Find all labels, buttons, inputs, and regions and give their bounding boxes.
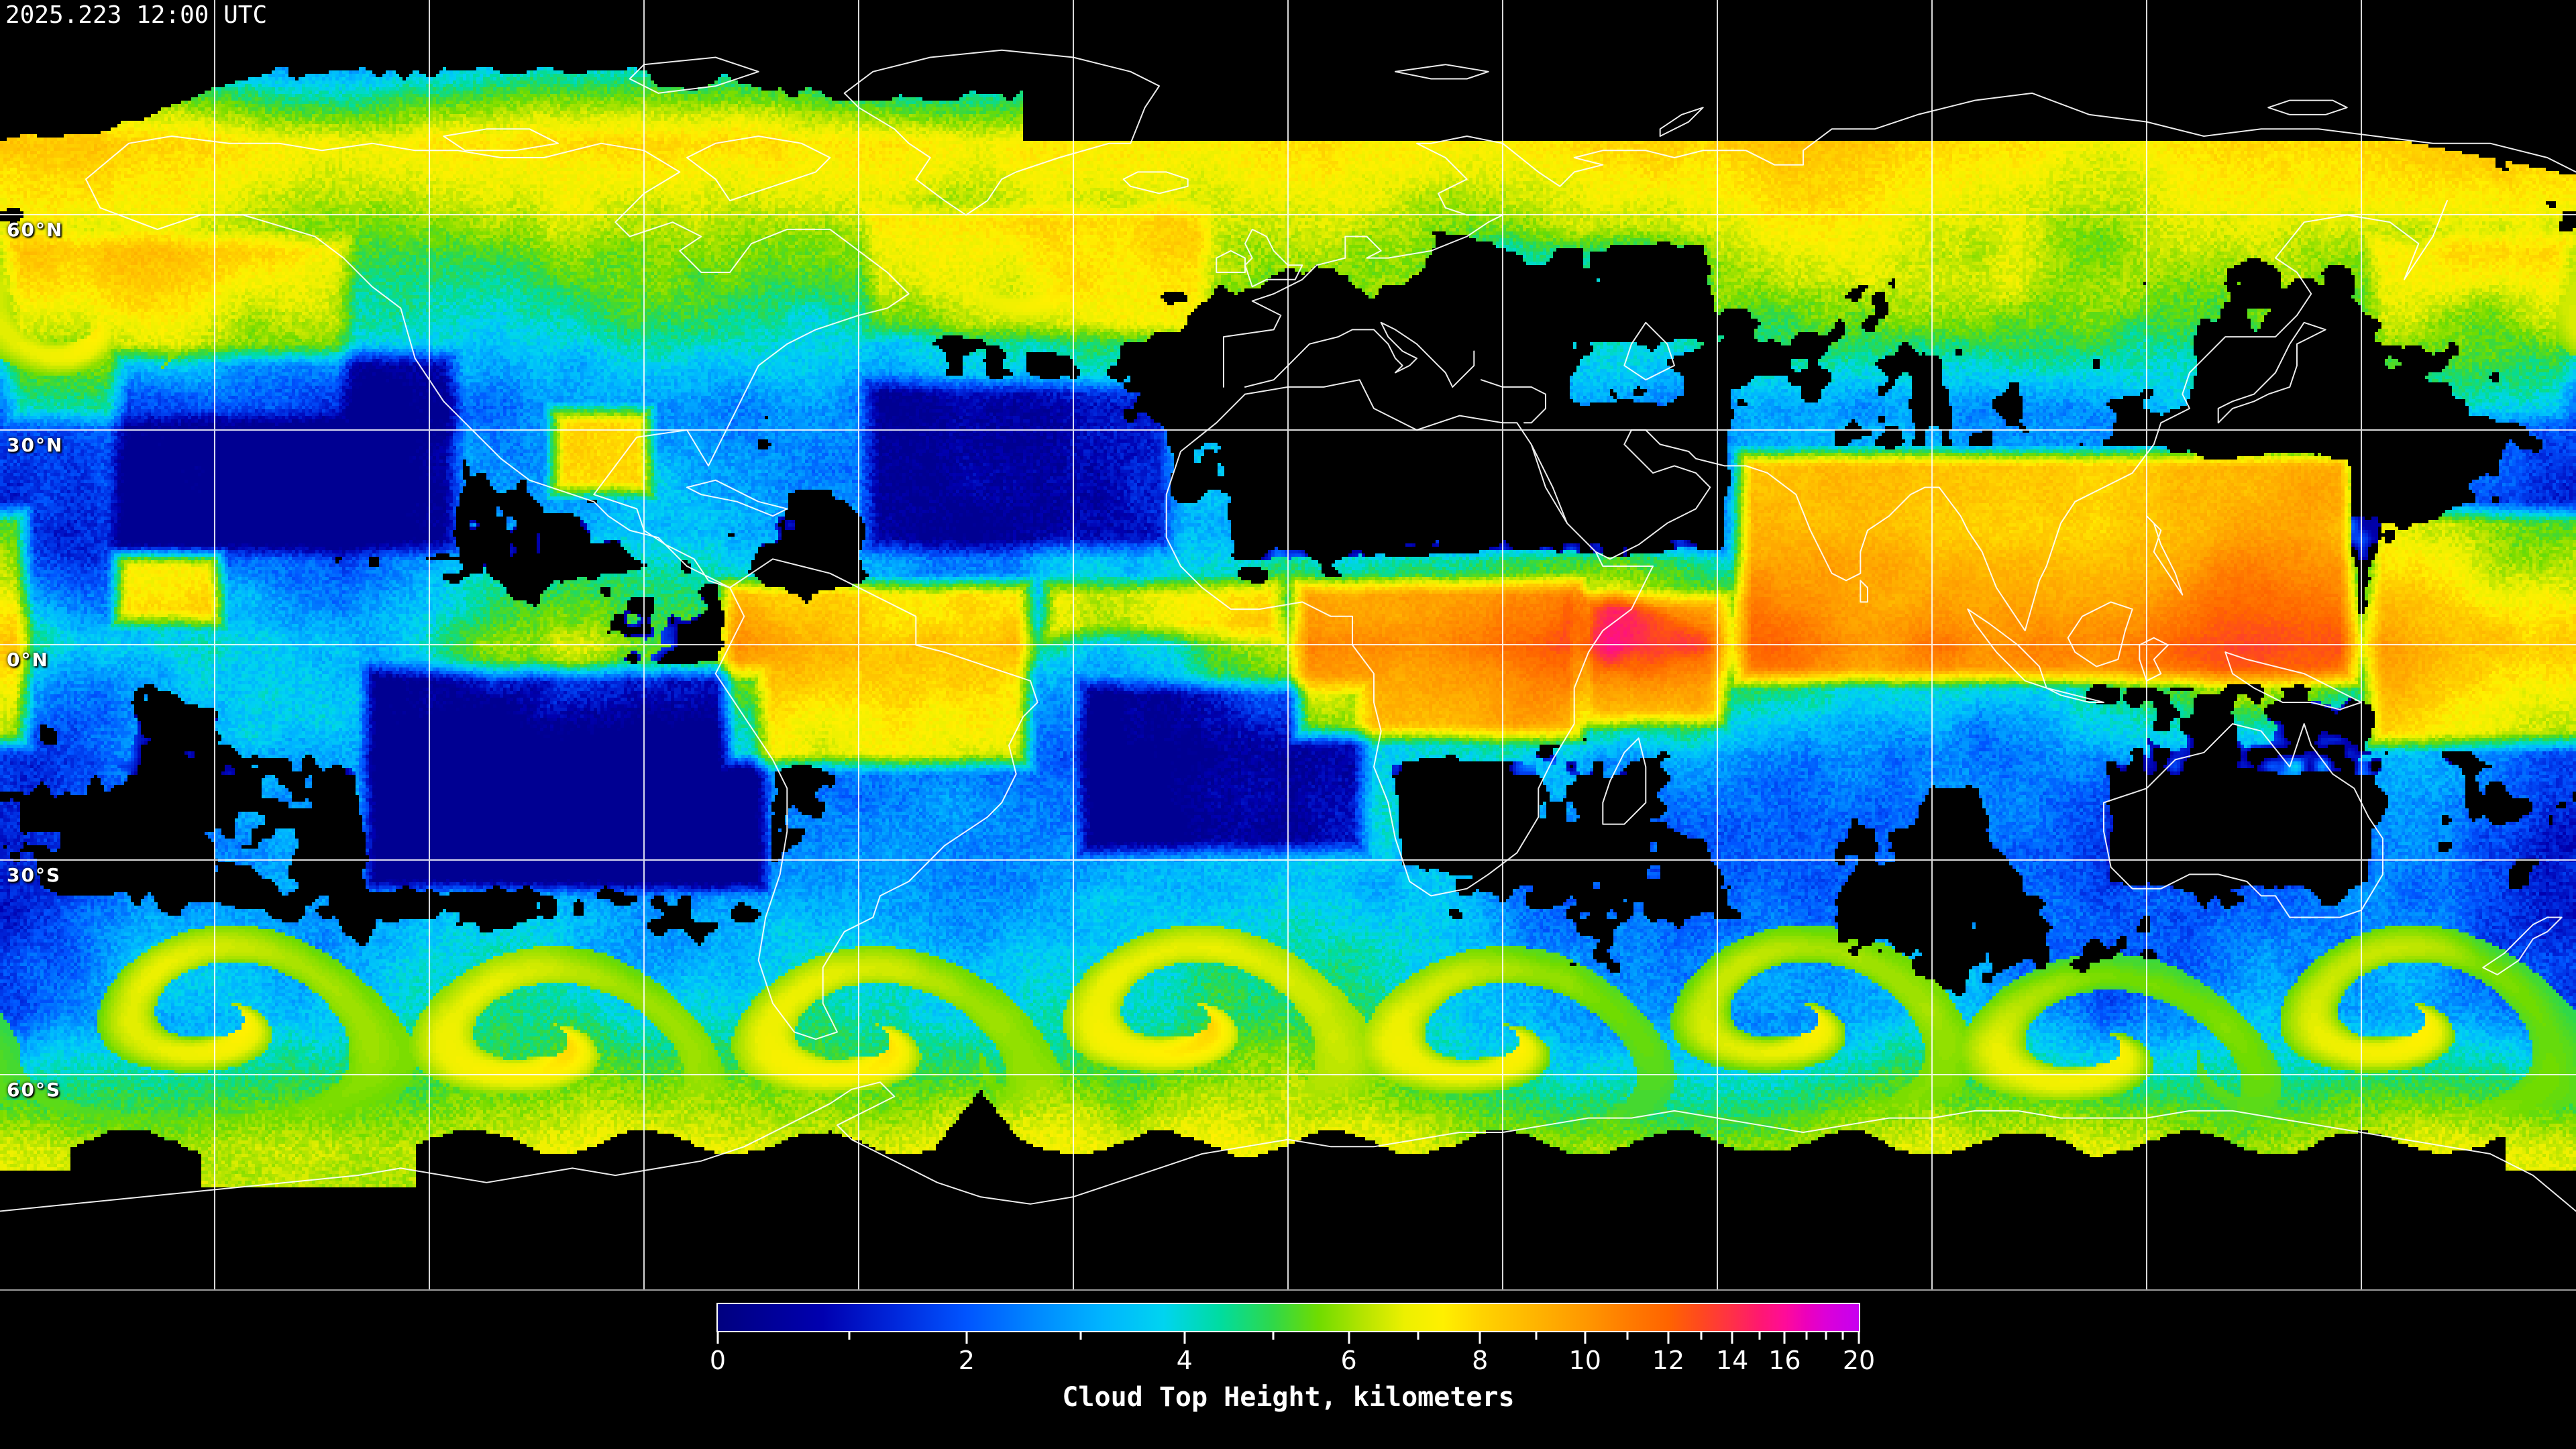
- lat-label-30n: 30°N: [7, 434, 64, 456]
- lat-label-30s: 30°S: [7, 864, 62, 886]
- colorbar-tick-18: [1825, 1332, 1827, 1340]
- colorbar-tick-label-10: 10: [1568, 1346, 1601, 1375]
- colorbar-tick-label-16: 16: [1768, 1346, 1801, 1375]
- lat-label-60s: 60°S: [7, 1079, 62, 1101]
- colorbar-tick-label-6: 6: [1340, 1346, 1357, 1375]
- colorbar-tick-7: [1417, 1332, 1419, 1340]
- colorbar-tick-1: [848, 1332, 851, 1340]
- colorbar-tick-12: [1667, 1332, 1670, 1344]
- colorbar-tick-8: [1479, 1332, 1481, 1344]
- colorbar-tick-0: [716, 1332, 719, 1344]
- colorbar: [716, 1303, 1860, 1332]
- lat-label-60n: 60°N: [7, 219, 64, 241]
- colorbar-tick-label-2: 2: [958, 1346, 975, 1375]
- colorbar-tick-3: [1079, 1332, 1082, 1340]
- colorbar-tick-13: [1700, 1332, 1703, 1340]
- colorbar-tick-14: [1731, 1332, 1733, 1344]
- colorbar-tick-label-8: 8: [1472, 1346, 1489, 1375]
- colorbar-tick-label-20: 20: [1842, 1346, 1876, 1375]
- colorbar-tick-10: [1584, 1332, 1587, 1344]
- colorbar-tick-19: [1841, 1332, 1844, 1340]
- colorbar-tick-label-0: 0: [709, 1346, 727, 1375]
- colorbar-tick-6: [1348, 1332, 1350, 1344]
- map-bottom-border: [0, 1289, 2576, 1291]
- colorbar-tick-5: [1272, 1332, 1275, 1340]
- colorbar-tick-11: [1626, 1332, 1629, 1340]
- colorbar-gradient: [718, 1304, 1859, 1331]
- colorbar-tick-label-4: 4: [1176, 1346, 1193, 1375]
- colorbar-tick-4: [1183, 1332, 1186, 1344]
- colorbar-tick-axis: 0 2 4 6 8 10 12 14 16 20: [710, 1332, 1875, 1379]
- lat-label-0n: 0°N: [7, 649, 49, 671]
- colorbar-tick-label-14: 14: [1716, 1346, 1749, 1375]
- colorbar-tick-20: [1858, 1332, 1860, 1344]
- timestamp: 2025.223 12:00 UTC: [5, 1, 268, 29]
- colorbar-tick-17: [1805, 1332, 1808, 1340]
- colorbar-title: Cloud Top Height, kilometers: [1062, 1382, 1515, 1413]
- colorbar-tick-15: [1758, 1332, 1761, 1340]
- colorbar-tick-label-12: 12: [1652, 1346, 1685, 1375]
- graticule-coastline-overlay: [0, 0, 2576, 1290]
- colorbar-tick-9: [1535, 1332, 1538, 1340]
- coastlines-path: [0, 49, 2576, 1212]
- colorbar-tick-16: [1783, 1332, 1786, 1344]
- colorbar-tick-2: [965, 1332, 968, 1344]
- graticule-lines: [0, 0, 2576, 1290]
